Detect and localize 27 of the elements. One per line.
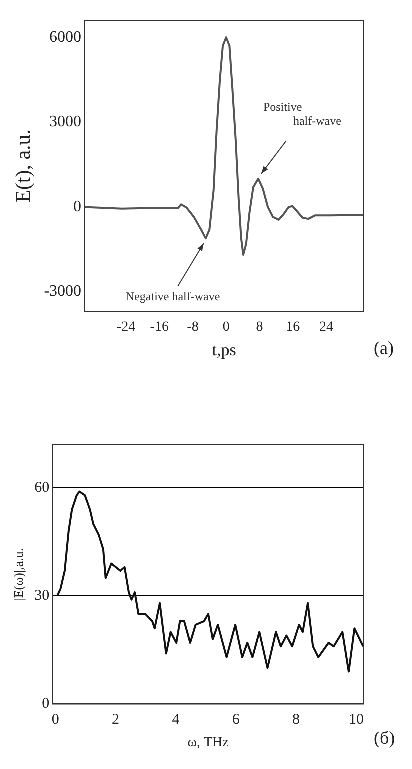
- y-axis-title: |E(ω)|,a.u.: [11, 548, 26, 601]
- x-tick-label: 4: [172, 712, 180, 728]
- y-tick-label: 30: [34, 588, 50, 604]
- text: (a): [374, 338, 394, 359]
- x-tick-label: -16: [150, 320, 169, 335]
- x-tick-label: 24: [319, 320, 334, 335]
- x-tick-label: 8: [292, 712, 300, 728]
- y-tick-label: 3000: [50, 114, 82, 131]
- x-axis-title: ω, THz: [188, 735, 229, 750]
- x-tick-label: -8: [187, 320, 199, 335]
- x-tick-label: 8: [256, 320, 264, 335]
- y-tick-label: 0: [42, 696, 50, 712]
- x-tick-label: 16: [286, 320, 300, 335]
- annotation: Positive half-wave: [263, 100, 342, 128]
- y-tick-label: 6000: [50, 28, 82, 46]
- x-tick-label: 6: [232, 712, 240, 728]
- y-axis-title: E(t), a.u.: [11, 129, 36, 203]
- y-tick-label: 60: [34, 480, 50, 496]
- y-tick-label: -3000: [44, 283, 82, 300]
- text: (б): [374, 728, 396, 749]
- x-axis-title: t,ps: [212, 340, 236, 360]
- x-tick-label: 0: [222, 320, 230, 335]
- x-tick-label: 2: [112, 712, 120, 728]
- annotation: Negative half-wave: [126, 290, 220, 304]
- x-tick-label: -24: [116, 320, 136, 335]
- x-tick-label: 10: [348, 712, 364, 728]
- y-tick-label: 0: [74, 198, 82, 216]
